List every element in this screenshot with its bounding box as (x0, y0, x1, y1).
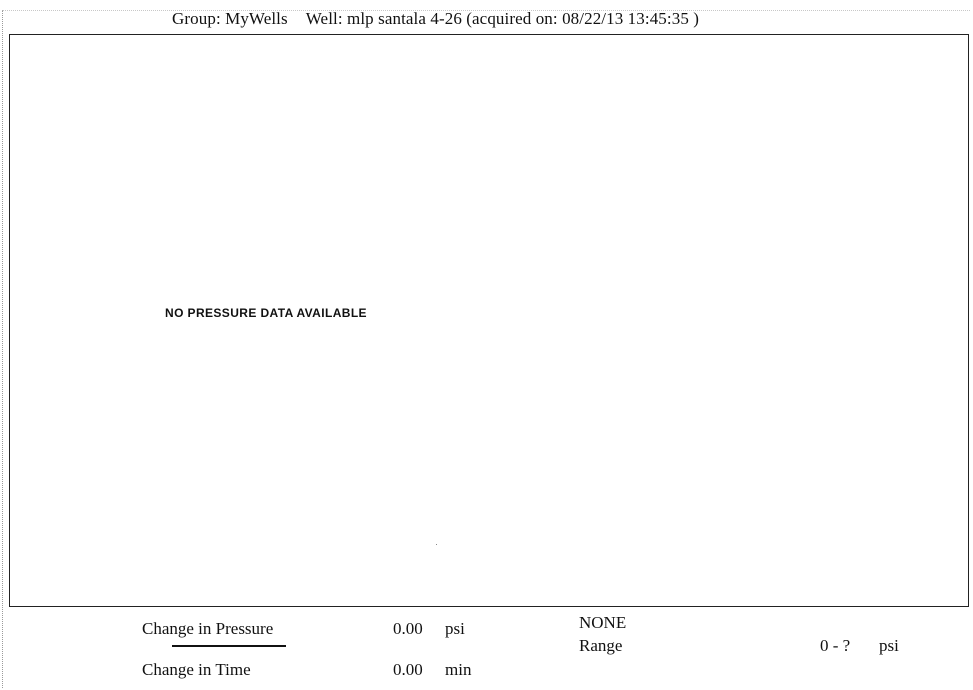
change-in-time-label: Change in Time (142, 660, 251, 679)
change-in-time-unit: min (445, 660, 472, 679)
change-in-pressure-value: 0.00 (393, 619, 423, 638)
change-in-time-value: 0.00 (393, 660, 423, 679)
range-label: Range (579, 636, 623, 655)
range-unit: psi (879, 636, 899, 655)
range-value: 0 - ? (820, 636, 851, 655)
no-data-message: NO PRESSURE DATA AVAILABLE (165, 306, 367, 320)
fraction-divider (172, 645, 286, 647)
pressure-plot-area (9, 34, 969, 607)
mode-value: NONE (579, 613, 627, 632)
report-header: Group: MyWells Well: mlp santala 4-26 (a… (172, 9, 699, 29)
scan-speck (436, 544, 437, 545)
change-in-pressure-unit: psi (445, 619, 465, 638)
group-name: Group: MyWells (172, 9, 288, 28)
page-frame (2, 10, 970, 688)
well-info: Well: mlp santala 4-26 (acquired on: 08/… (305, 9, 700, 28)
change-in-pressure-label: Change in Pressure (142, 619, 274, 638)
